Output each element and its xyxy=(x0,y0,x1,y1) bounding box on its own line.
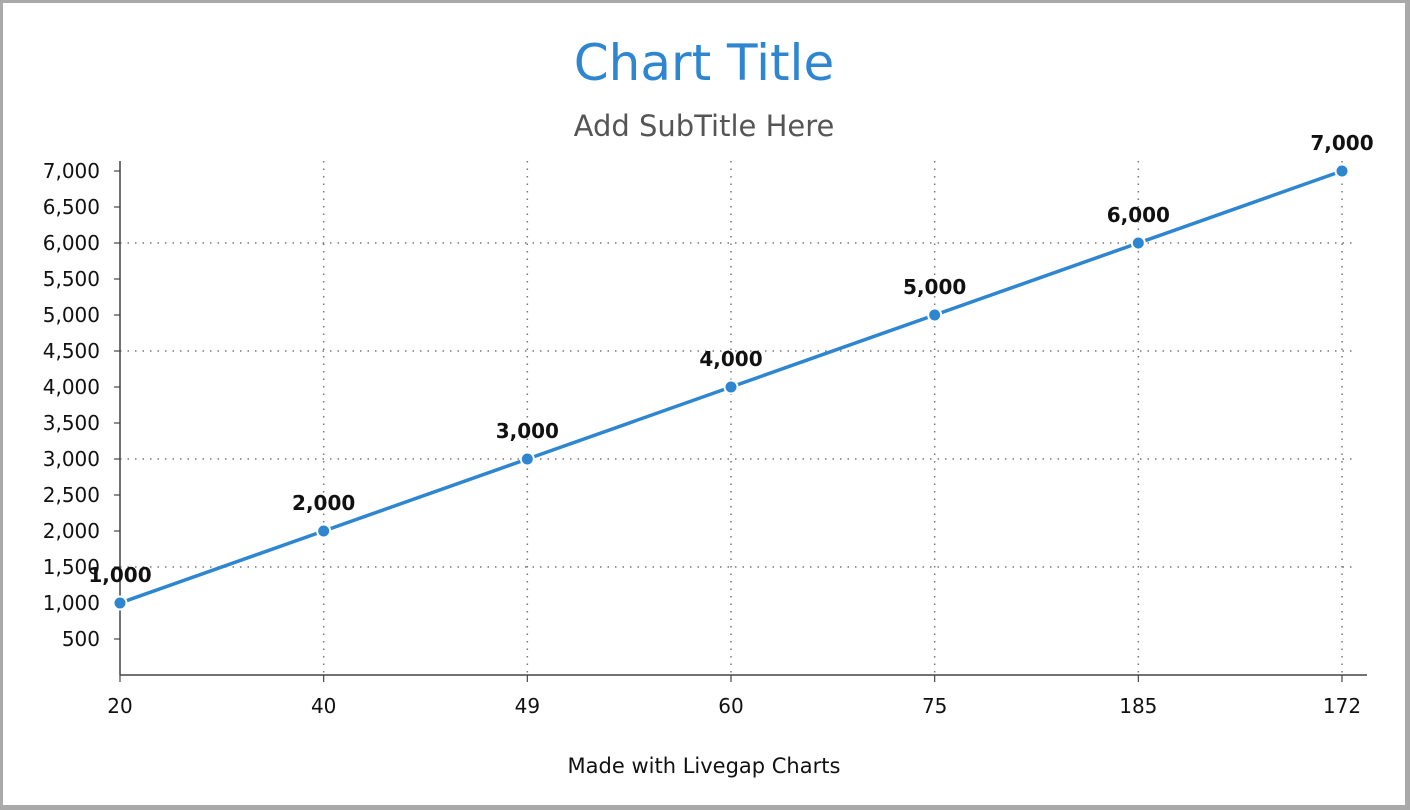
chart-footer: Made with Livegap Charts xyxy=(567,754,841,778)
y-tick-label: 1,500 xyxy=(43,555,100,579)
data-label: 5,000 xyxy=(903,275,966,299)
data-point xyxy=(316,523,332,539)
y-tick-label: 6,500 xyxy=(43,195,100,219)
y-tick-label: 3,500 xyxy=(43,411,100,435)
x-tick-label: 40 xyxy=(311,694,336,718)
data-label: 6,000 xyxy=(1107,203,1170,227)
data-label: 1,000 xyxy=(88,563,151,587)
data-point xyxy=(927,307,943,323)
data-label: 3,000 xyxy=(496,419,559,443)
y-tick-label: 1,000 xyxy=(43,591,100,615)
y-tick-label: 7,000 xyxy=(43,159,100,183)
y-tick-label: 5,000 xyxy=(43,303,100,327)
y-tick-label: 5,500 xyxy=(43,267,100,291)
data-point xyxy=(519,451,535,467)
chart-frame: Chart Title Add SubTitle Here 500 1,000 1,… xyxy=(3,3,1405,805)
x-tick-label: 60 xyxy=(718,694,743,718)
data-label: 2,000 xyxy=(292,491,355,515)
x-tick-label: 75 xyxy=(922,694,947,718)
y-tick-label: 3,000 xyxy=(43,447,100,471)
x-tick-label: 185 xyxy=(1119,694,1157,718)
data-label: 7,000 xyxy=(1310,131,1373,155)
data-point xyxy=(1130,235,1146,251)
y-tick-label: 4,000 xyxy=(43,375,100,399)
y-tick-label: 2,500 xyxy=(43,483,100,507)
chart-subtitle: Add SubTitle Here xyxy=(573,109,835,143)
x-tick-label: 20 xyxy=(107,694,132,718)
y-tick-label: 2,000 xyxy=(43,519,100,543)
x-tick-label: 172 xyxy=(1323,694,1361,718)
data-point xyxy=(1334,163,1350,179)
data-label: 4,000 xyxy=(699,347,762,371)
x-tick-label: 49 xyxy=(515,694,540,718)
line-chart: 5001,0001,5002,0002,5003,0003,5004,0004,… xyxy=(43,131,1374,718)
y-tick-label: 6,000 xyxy=(43,231,100,255)
y-tick-label: 500 xyxy=(62,627,100,651)
data-point xyxy=(723,379,739,395)
data-point xyxy=(112,595,128,611)
chart-title: Chart Title xyxy=(573,34,835,92)
y-tick-label: 4,500 xyxy=(43,339,100,363)
